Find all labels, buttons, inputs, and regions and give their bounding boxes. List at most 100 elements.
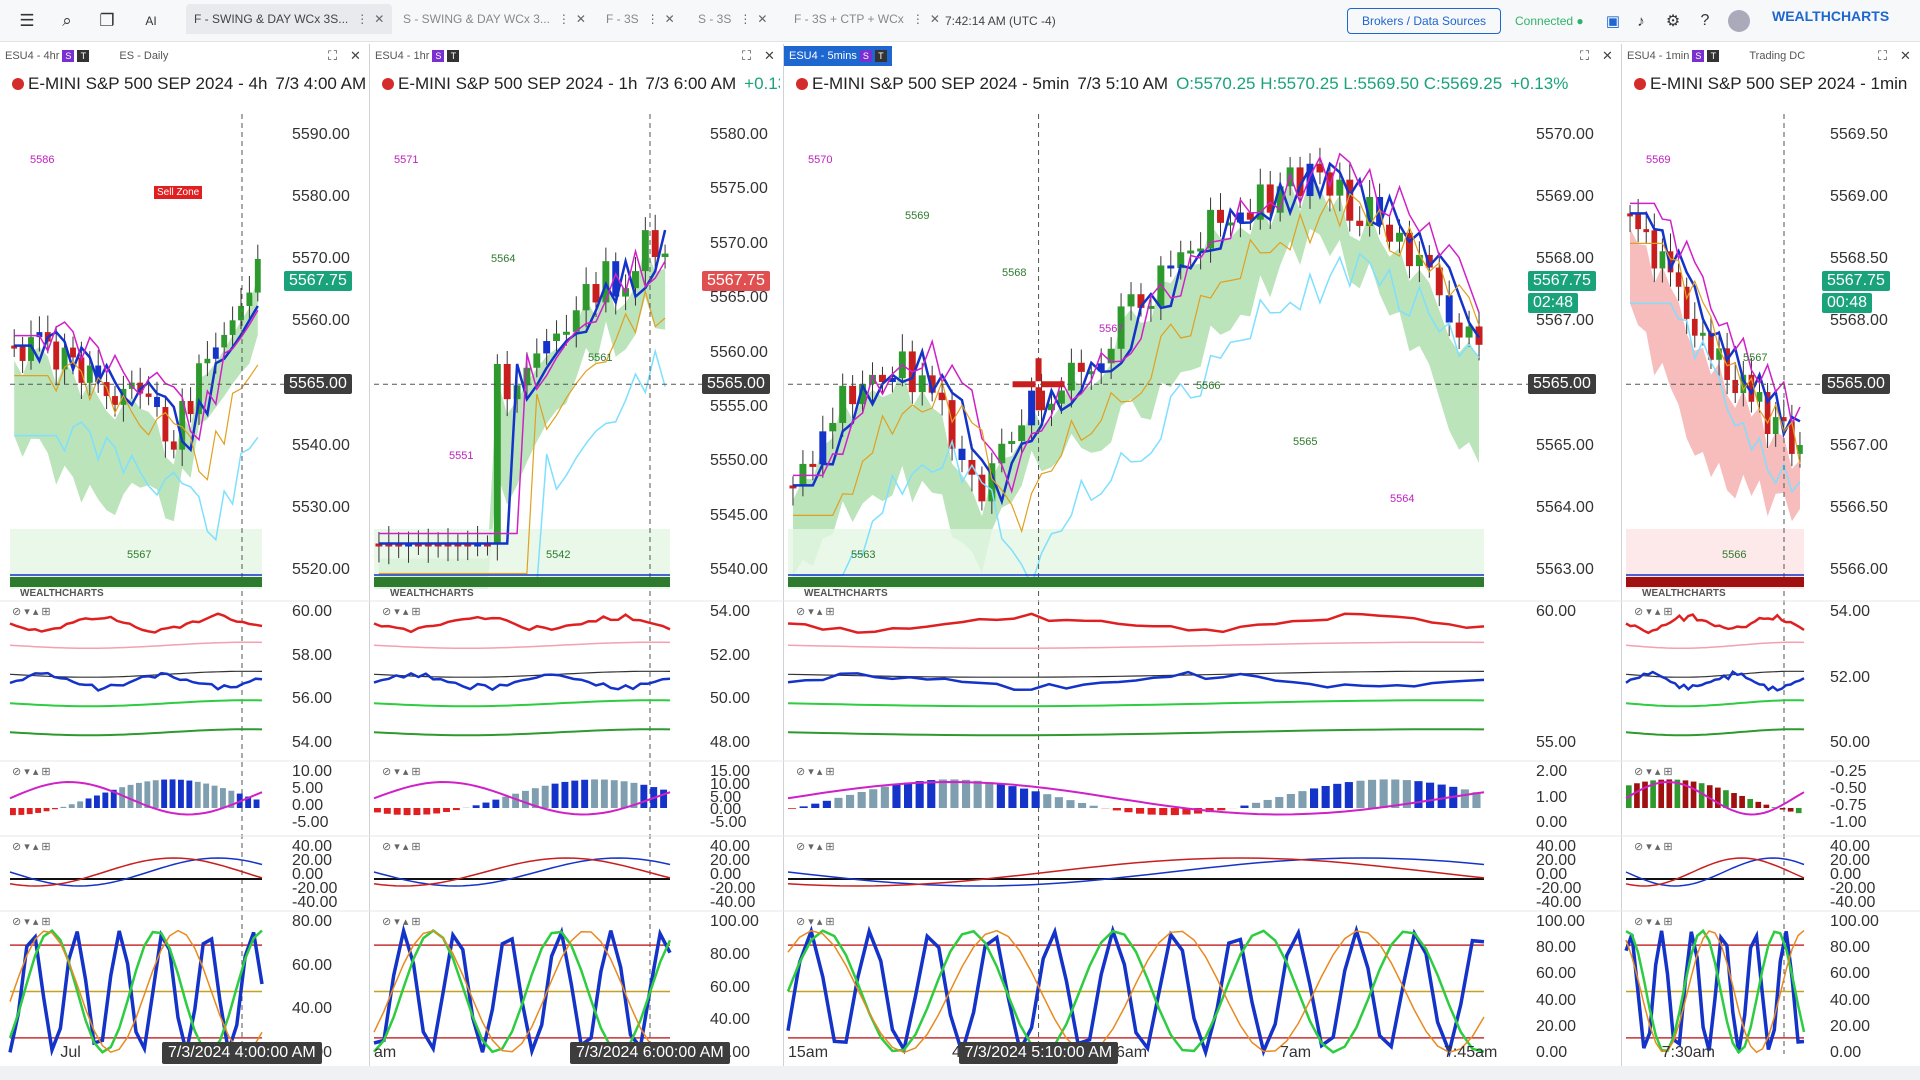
- close-icon[interactable]: ✕: [929, 12, 940, 26]
- dmi-line: [9, 671, 263, 692]
- brokers-button[interactable]: Brokers / Data Sources: [1347, 8, 1501, 34]
- maximize-icon[interactable]: ⛶: [328, 48, 338, 63]
- histogram-bar: [403, 808, 411, 816]
- maximize-icon[interactable]: ⛶: [1878, 48, 1888, 63]
- gear-icon[interactable]: ⚙: [1665, 13, 1681, 30]
- indicator-controls[interactable]: ⊘ ▾ ▴ ⊞: [382, 841, 421, 853]
- tab-menu-icon[interactable]: ⋮: [739, 12, 752, 26]
- t-badge-icon[interactable]: T: [77, 50, 90, 62]
- ema-line: [1630, 202, 1801, 427]
- indicator-controls[interactable]: ⊘ ▾ ▴ ⊞: [382, 606, 421, 618]
- chart-panel-1min[interactable]: ESU4 - 1min S T Trading DC ⛶ ✕ E-MINI S&P 500 …: [1622, 44, 1920, 1066]
- histogram-bar: [102, 792, 109, 808]
- indicator-controls[interactable]: ⊘ ▾ ▴ ⊞: [12, 766, 51, 778]
- symbol-tab[interactable]: ESU4 - 1min S T: [1622, 46, 1724, 66]
- candle: [1700, 332, 1706, 336]
- save-icon[interactable]: ▣: [1605, 13, 1621, 30]
- close-icon[interactable]: ✕: [1900, 48, 1911, 63]
- tab-2[interactable]: F - 3S ⋮ ✕: [598, 4, 683, 34]
- layouts-icon[interactable]: ❐: [99, 11, 115, 30]
- close-icon[interactable]: ✕: [757, 12, 768, 26]
- symbol-tab[interactable]: ESU4 - 4hr S T: [0, 46, 94, 66]
- tab-4[interactable]: F - 3S + CTP + WCx ⋮ ✕: [786, 4, 948, 34]
- indicator-controls[interactable]: ⊘ ▾ ▴ ⊞: [796, 916, 835, 928]
- subpanel-y-label: 60.00: [292, 956, 333, 974]
- tab-0[interactable]: F - SWING & DAY WCx 3S... ⋮ ✕: [186, 4, 393, 34]
- indicator-controls[interactable]: ⊘ ▾ ▴ ⊞: [1634, 841, 1673, 853]
- t-badge-icon[interactable]: T: [1707, 50, 1720, 62]
- chart-panel-5min[interactable]: ESU4 - 5mins S T ⛶ ✕ E-MINI S&P 500 SEP 2024 …: [784, 44, 1622, 1066]
- histogram-bar: [610, 780, 618, 808]
- subpanel-y-label: 20.00: [1536, 1017, 1577, 1035]
- indicator-controls[interactable]: ⊘ ▾ ▴ ⊞: [796, 766, 835, 778]
- histogram-bar: [110, 789, 117, 808]
- subpanel-y-label: 20.00: [1830, 852, 1871, 869]
- crosshair-cursor-icon: [1012, 358, 1065, 411]
- s-badge-icon[interactable]: S: [432, 50, 445, 62]
- candle: [1405, 232, 1413, 267]
- histogram-bar: [1275, 796, 1284, 808]
- close-icon[interactable]: ✕: [1602, 48, 1613, 63]
- s-badge-icon[interactable]: S: [859, 50, 872, 62]
- indicator-controls[interactable]: ⊘ ▾ ▴ ⊞: [1634, 606, 1673, 618]
- tab-menu-icon[interactable]: ⋮: [557, 12, 570, 26]
- candle: [948, 400, 956, 449]
- symbol-tab-label: ESU4 - 5mins: [789, 50, 857, 62]
- menu-icon[interactable]: ☰: [19, 11, 35, 30]
- t-badge-icon[interactable]: T: [874, 50, 887, 62]
- chart-panel-4h[interactable]: ESU4 - 4hr S T ES - Daily ⛶ ✕ E-MINI S&P 500 S…: [0, 44, 370, 1066]
- indicator-controls[interactable]: ⊘ ▾ ▴ ⊞: [12, 916, 51, 928]
- indicator-controls[interactable]: ⊘ ▾ ▴ ⊞: [12, 606, 51, 618]
- histogram-bar: [1706, 785, 1713, 808]
- histogram-bar: [1787, 808, 1794, 812]
- s-badge-icon[interactable]: S: [1692, 50, 1705, 62]
- bottom-bar: [0, 1066, 1920, 1080]
- tab-1[interactable]: S - SWING & DAY WCx 3... ⋮ ✕: [395, 4, 594, 34]
- panel-header: ESU4 - 1hr S T ⛶ ✕: [370, 44, 783, 68]
- chart-canvas[interactable]: [1622, 44, 1920, 1066]
- maximize-icon[interactable]: ⛶: [1580, 48, 1590, 63]
- chart-panel-1h[interactable]: ESU4 - 1hr S T ⛶ ✕ E-MINI S&P 500 SEP 2024 - …: [370, 44, 784, 1066]
- tab-3[interactable]: S - 3S ⋮ ✕: [690, 4, 775, 34]
- tab-menu-icon[interactable]: ⋮: [911, 12, 924, 26]
- histogram-bar: [1020, 788, 1029, 808]
- t-badge-icon[interactable]: T: [447, 50, 460, 62]
- indicator-controls[interactable]: ⊘ ▾ ▴ ⊞: [12, 841, 51, 853]
- indicator-controls[interactable]: ⊘ ▾ ▴ ⊞: [796, 606, 835, 618]
- secondary-tab[interactable]: ES - Daily: [119, 50, 169, 62]
- chart-canvas[interactable]: [0, 44, 370, 1066]
- close-icon[interactable]: ✕: [374, 12, 385, 26]
- histogram-bar: [640, 784, 648, 808]
- search-icon[interactable]: ⌕: [62, 11, 72, 30]
- bell-icon[interactable]: ♪: [1637, 12, 1645, 30]
- symbol-tab[interactable]: ESU4 - 1hr S T: [370, 46, 464, 66]
- symbol-tab[interactable]: ESU4 - 5mins S T: [784, 46, 892, 66]
- y-axis-label: 5560.00: [710, 343, 768, 361]
- tab-menu-icon[interactable]: ⋮: [356, 12, 369, 26]
- chart-canvas[interactable]: [370, 44, 784, 1066]
- histogram-bar: [630, 782, 638, 808]
- candle: [543, 341, 551, 354]
- close-icon[interactable]: ✕: [575, 12, 586, 26]
- close-icon[interactable]: ✕: [664, 12, 675, 26]
- maximize-icon[interactable]: ⛶: [742, 48, 752, 63]
- candle: [1236, 212, 1244, 223]
- close-icon[interactable]: ✕: [350, 48, 361, 63]
- avatar[interactable]: [1728, 10, 1750, 32]
- dmi-line: [1625, 670, 1805, 692]
- indicator-controls[interactable]: ⊘ ▾ ▴ ⊞: [382, 766, 421, 778]
- help-icon[interactable]: ?: [1700, 12, 1710, 29]
- candle: [162, 407, 169, 442]
- secondary-tab[interactable]: Trading DC: [1749, 50, 1806, 62]
- indicator-controls[interactable]: ⊘ ▾ ▴ ⊞: [1634, 916, 1673, 928]
- indicator-controls[interactable]: ⊘ ▾ ▴ ⊞: [382, 916, 421, 928]
- indicator-controls[interactable]: ⊘ ▾ ▴ ⊞: [1634, 766, 1673, 778]
- level-label: 5567: [1099, 323, 1124, 336]
- close-icon[interactable]: ✕: [764, 48, 775, 63]
- chart-canvas[interactable]: [784, 44, 1622, 1066]
- indicator-controls[interactable]: ⊘ ▾ ▴ ⊞: [796, 841, 835, 853]
- tab-menu-icon[interactable]: ⋮: [646, 12, 659, 26]
- s-badge-icon[interactable]: S: [62, 50, 75, 62]
- tab-label: F - 3S + CTP + WCx: [794, 12, 904, 26]
- ai-button[interactable]: AI: [134, 8, 168, 34]
